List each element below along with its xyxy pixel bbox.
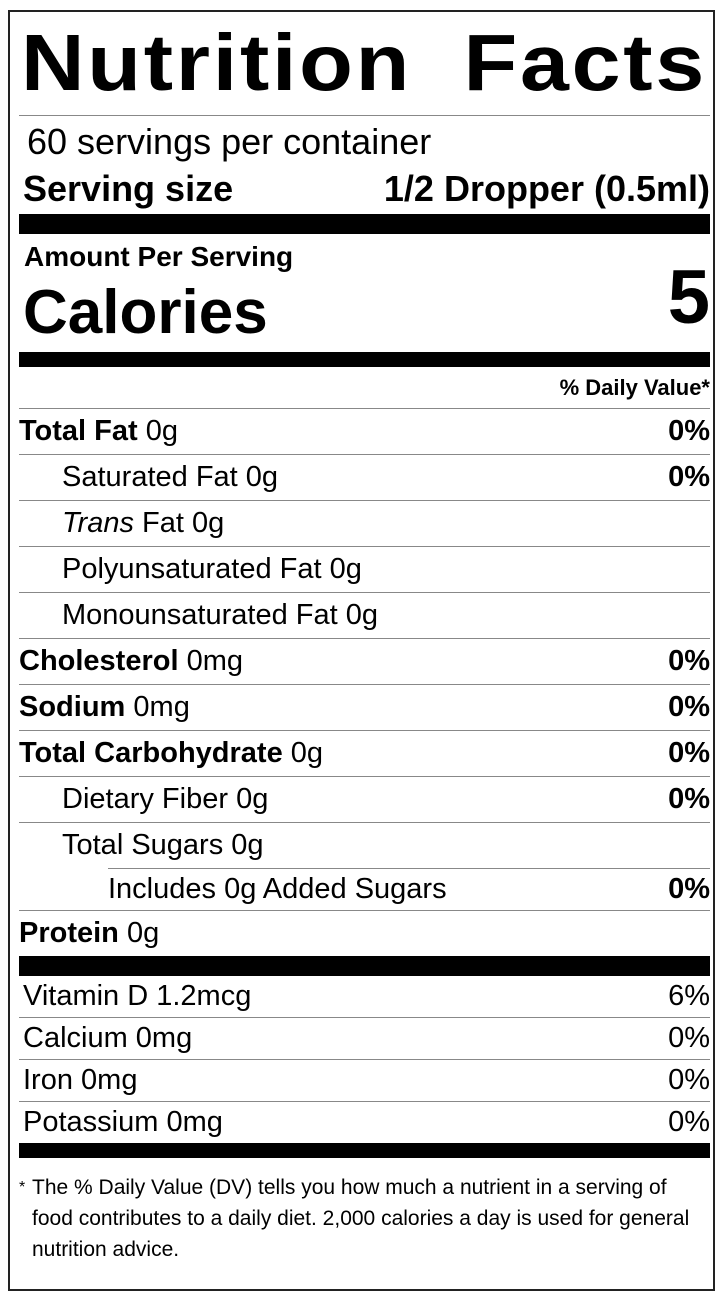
- nutrient-amount: 0g: [126, 917, 160, 949]
- nutrient-name: Dietary Fiber: [62, 783, 228, 815]
- thick-divider: [19, 352, 710, 367]
- nutrient-amount: 0mg: [186, 645, 244, 677]
- nutrient-amount: 0g: [236, 783, 269, 815]
- daily-value-header: % Daily Value*: [559, 375, 710, 400]
- nutrient-name: Cholesterol: [19, 645, 179, 677]
- divider: [19, 115, 710, 116]
- nutrient-amount: 0g: [145, 415, 179, 447]
- vitamin-dv: 6%: [668, 980, 710, 1012]
- nutrient-name: Total Fat: [19, 415, 138, 447]
- nutrient-row-monounsaturated-fat: Monounsaturated Fat 0g: [19, 592, 710, 638]
- nutrient-row-saturated-fat: Saturated Fat 0g 0%: [19, 454, 710, 500]
- nutrient-name: Includes 0g Added Sugars: [108, 873, 447, 905]
- nutrient-row-total-fat: Total Fat 0g 0%: [19, 408, 710, 454]
- thick-divider: [19, 214, 710, 234]
- nutrient-amount: 0g: [231, 829, 264, 861]
- nutrient-row-cholesterol: Cholesterol 0mg 0%: [19, 638, 710, 684]
- label-title: Nutrition Facts: [21, 18, 707, 107]
- nutrient-amount: 0g: [329, 553, 362, 585]
- vitamin-row: Vitamin D 1.2mcg 6%: [19, 976, 710, 1017]
- nutrient-dv: 0%: [668, 691, 710, 723]
- nutrient-amount: 0g: [192, 507, 225, 539]
- nutrient-dv: 0%: [668, 873, 710, 905]
- vitamin-dv: 0%: [668, 1106, 710, 1138]
- nutrient-name: Total Sugars: [62, 829, 224, 861]
- thick-divider: [19, 956, 710, 976]
- vitamin-label: Vitamin D 1.2mcg: [23, 980, 252, 1012]
- vitamin-row: Calcium 0mg 0%: [19, 1017, 710, 1059]
- nutrient-name: Saturated Fat: [62, 461, 238, 493]
- thick-divider: [19, 1143, 710, 1158]
- nutrient-name: Sodium: [19, 691, 126, 723]
- amount-per-serving: Amount Per Serving: [24, 241, 294, 272]
- serving-size-label: Serving size: [23, 168, 234, 209]
- nutrient-dv: 0%: [668, 415, 710, 447]
- nutrient-row-total-sugars: Total Sugars 0g: [19, 822, 710, 868]
- nutrient-name: Protein: [19, 917, 119, 949]
- calories-value: 5: [667, 254, 710, 340]
- vitamin-dv: 0%: [668, 1022, 710, 1054]
- nutrient-row-trans-fat: Trans Fat 0g: [19, 500, 710, 546]
- vitamin-row: Iron 0mg 0%: [19, 1059, 710, 1101]
- footnote-star: *: [19, 1179, 26, 1196]
- nutrient-dv: 0%: [668, 783, 710, 815]
- nutrient-amount: 0mg: [133, 691, 190, 723]
- nutrient-row-sodium: Sodium 0mg 0%: [19, 684, 710, 730]
- vitamin-dv: 0%: [668, 1064, 710, 1096]
- nutrient-name: Total Carbohydrate: [19, 737, 283, 769]
- calories-label: Calories: [23, 277, 268, 347]
- vitamin-label: Potassium 0mg: [23, 1106, 223, 1138]
- footnote-text: The % Daily Value (DV) tells you how muc…: [32, 1176, 690, 1261]
- vitamin-label: Iron 0mg: [23, 1064, 138, 1096]
- serving-size-value: 1/2 Dropper (0.5ml): [383, 168, 710, 209]
- vitamin-row: Potassium 0mg 0%: [19, 1101, 710, 1143]
- nutrient-name: Monounsaturated Fat: [62, 599, 338, 631]
- nutrient-dv: 0%: [668, 461, 710, 493]
- nutrient-dv: 0%: [668, 737, 710, 769]
- nutrient-amount: 0g: [245, 461, 279, 493]
- nutrient-row-total-carbohydrate: Total Carbohydrate 0g 0%: [19, 730, 710, 776]
- nutrient-row-added-sugars: Includes 0g Added Sugars 0%: [108, 868, 710, 910]
- nutrient-dv: 0%: [668, 645, 710, 677]
- nutrient-amount: 0g: [345, 599, 378, 631]
- vitamin-label: Calcium 0mg: [23, 1022, 193, 1054]
- label-border: [8, 10, 715, 1291]
- nutrition-facts-label: Nutrition Facts 60 servings per containe…: [19, 10, 710, 1265]
- nutrient-name-prefix: Trans: [62, 507, 134, 539]
- nutrient-row-dietary-fiber: Dietary Fiber 0g 0%: [19, 776, 710, 822]
- nutrient-name: Polyunsaturated Fat: [62, 553, 322, 585]
- nutrient-name: Fat: [142, 507, 184, 539]
- nutrient-amount: 0g: [290, 737, 324, 769]
- servings-per-container: 60 servings per container: [27, 121, 432, 162]
- calories-row: Calories 5: [19, 255, 710, 352]
- nutrient-row-protein: Protein 0g: [19, 910, 710, 956]
- nutrient-row-polyunsaturated-fat: Polyunsaturated Fat 0g: [19, 546, 710, 592]
- footnote: * The % Daily Value (DV) tells you how m…: [19, 1158, 710, 1265]
- serving-size: Serving size 1/2 Dropper (0.5ml): [19, 168, 710, 214]
